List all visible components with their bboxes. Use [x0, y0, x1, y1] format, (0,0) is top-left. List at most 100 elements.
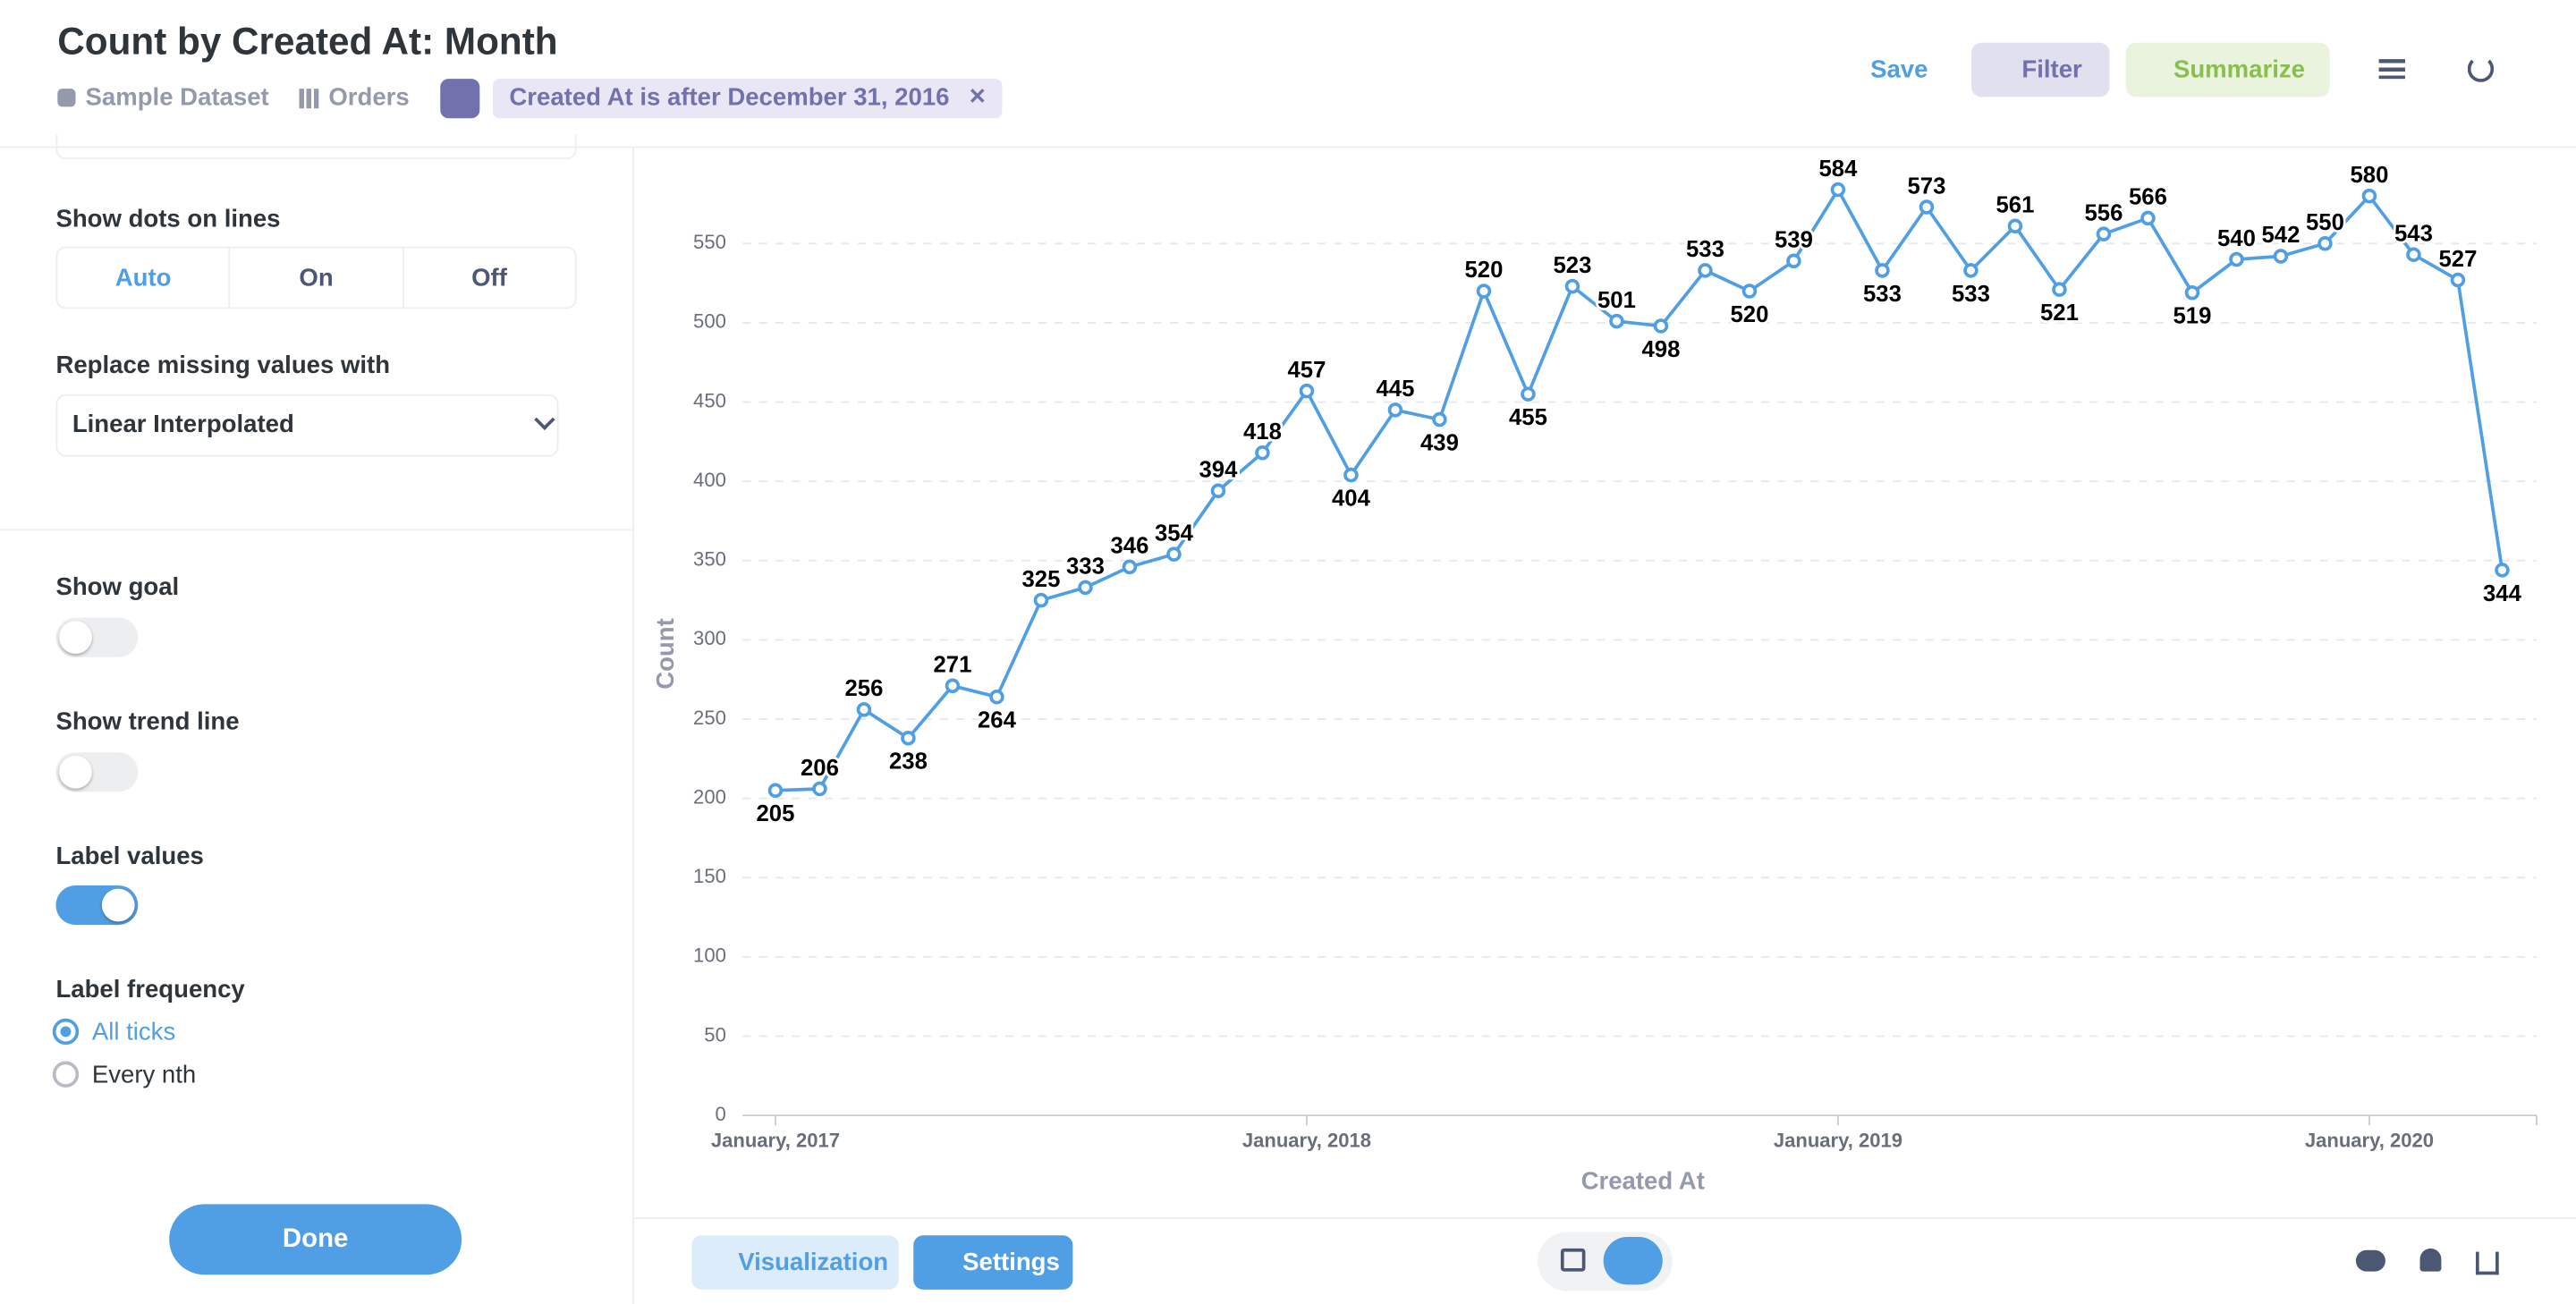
dot	[2052, 282, 2067, 297]
value-label: 445	[1376, 377, 1414, 402]
dot	[945, 678, 961, 694]
dot	[1653, 318, 1669, 334]
dots-control: Auto On Off	[55, 246, 577, 309]
footer-border	[633, 1217, 2576, 1219]
divider	[0, 529, 633, 531]
goal-toggle[interactable]	[55, 617, 139, 657]
header	[0, 0, 2576, 148]
alert-icon[interactable]	[2419, 1248, 2442, 1272]
x-tick-label: January, 2017	[711, 1129, 840, 1151]
summarize-button[interactable]: Summarize	[2125, 42, 2330, 97]
table[interactable]: Orders	[328, 83, 410, 112]
dot	[767, 783, 784, 799]
dot	[1166, 546, 1182, 562]
value-label: 556	[2084, 200, 2123, 225]
value-label: 325	[1021, 567, 1060, 592]
value-label: 542	[2261, 223, 2300, 248]
done-button[interactable]: Done	[169, 1204, 462, 1275]
download-icon[interactable]	[2355, 1249, 2385, 1272]
visualization-button[interactable]: Visualization	[691, 1235, 899, 1290]
dot	[1786, 253, 1801, 269]
filter-icon[interactable]	[440, 79, 480, 119]
dot	[1564, 278, 1580, 294]
save-button[interactable]: Save	[1870, 55, 1928, 84]
dot	[2273, 249, 2289, 264]
y-tick-label: 350	[693, 548, 726, 571]
y-tick-label: 450	[693, 389, 726, 411]
radio[interactable]	[52, 1061, 80, 1088]
missing-select[interactable]: Linear Interpolated	[55, 394, 559, 457]
value-label: 344	[2483, 581, 2522, 606]
share-icon[interactable]	[2475, 1251, 2499, 1275]
y-tick-label: 50	[704, 1023, 726, 1046]
dot	[1432, 411, 1447, 428]
dot	[2406, 247, 2421, 262]
missing-label: Replace missing values with	[55, 351, 391, 380]
y-tick-label: 500	[693, 310, 726, 333]
y-tick-label: 250	[693, 707, 726, 729]
x-tick-label: January, 2020	[2305, 1129, 2434, 1151]
value-label: 533	[1686, 237, 1724, 262]
segmented-partial	[55, 134, 577, 160]
filter-button[interactable]: Filter	[1971, 42, 2110, 97]
notebook-icon[interactable]	[2378, 59, 2405, 80]
dot	[1387, 402, 1403, 418]
value-label: 457	[1287, 358, 1326, 383]
value-label: 205	[756, 801, 794, 826]
x-tick-label: January, 2019	[1774, 1129, 1902, 1151]
line	[775, 186, 2504, 792]
filter-pill[interactable]: Created At is after December 31, 2016	[493, 79, 1003, 119]
y-tick-label: 150	[693, 865, 726, 887]
database[interactable]: Sample Dataset	[85, 83, 269, 112]
refresh-icon[interactable]	[2467, 55, 2495, 82]
y-tick-label: 100	[693, 944, 726, 967]
trend-toggle[interactable]	[55, 752, 139, 792]
dot	[989, 689, 1004, 705]
dot	[1741, 284, 1758, 299]
value-label: 550	[2306, 210, 2344, 235]
table-icon	[299, 89, 319, 109]
dot	[2318, 236, 2333, 251]
dot	[1919, 199, 1935, 215]
dot	[812, 781, 827, 797]
value-label: 520	[1464, 258, 1503, 283]
value-label: 584	[1818, 157, 1858, 182]
radio-label[interactable]: All ticks	[91, 1018, 176, 1047]
db-icon	[57, 89, 76, 107]
value-label: 501	[1597, 288, 1636, 313]
value-label: 498	[1641, 337, 1680, 362]
value-label: 439	[1420, 430, 1459, 455]
dots-option[interactable]: Off	[471, 263, 507, 292]
value-label: 394	[1199, 458, 1238, 483]
dot	[2007, 218, 2023, 234]
y-tick-label: 550	[693, 231, 726, 253]
label-values-toggle[interactable]	[55, 885, 139, 926]
dot	[2361, 188, 2377, 204]
value-label: 455	[1509, 405, 1547, 430]
dot	[1255, 445, 1270, 461]
x-tick-label: January, 2018	[1242, 1129, 1371, 1151]
label-values-label: Label values	[55, 843, 204, 871]
value-label: 206	[801, 756, 839, 781]
radio-label[interactable]: Every nth	[91, 1061, 197, 1089]
value-label: 561	[1996, 193, 2034, 218]
settings-button[interactable]: Settings	[913, 1235, 1073, 1290]
table-view[interactable]	[1560, 1248, 1586, 1272]
dot	[1698, 263, 1713, 278]
radio[interactable]	[52, 1018, 80, 1046]
dot	[1122, 559, 1138, 575]
value-label: 519	[2173, 304, 2211, 329]
dot	[2096, 226, 2112, 241]
dots-option[interactable]: On	[231, 248, 404, 308]
value-label: 533	[1952, 282, 1990, 307]
chart-view[interactable]	[1603, 1237, 1663, 1285]
dot	[2140, 210, 2156, 226]
value-label: 354	[1155, 521, 1194, 546]
dots-option[interactable]: Auto	[57, 248, 231, 308]
trend-label: Show trend line	[55, 707, 240, 736]
value-label: 264	[978, 708, 1017, 733]
remove-filter[interactable]: ×	[969, 80, 986, 112]
